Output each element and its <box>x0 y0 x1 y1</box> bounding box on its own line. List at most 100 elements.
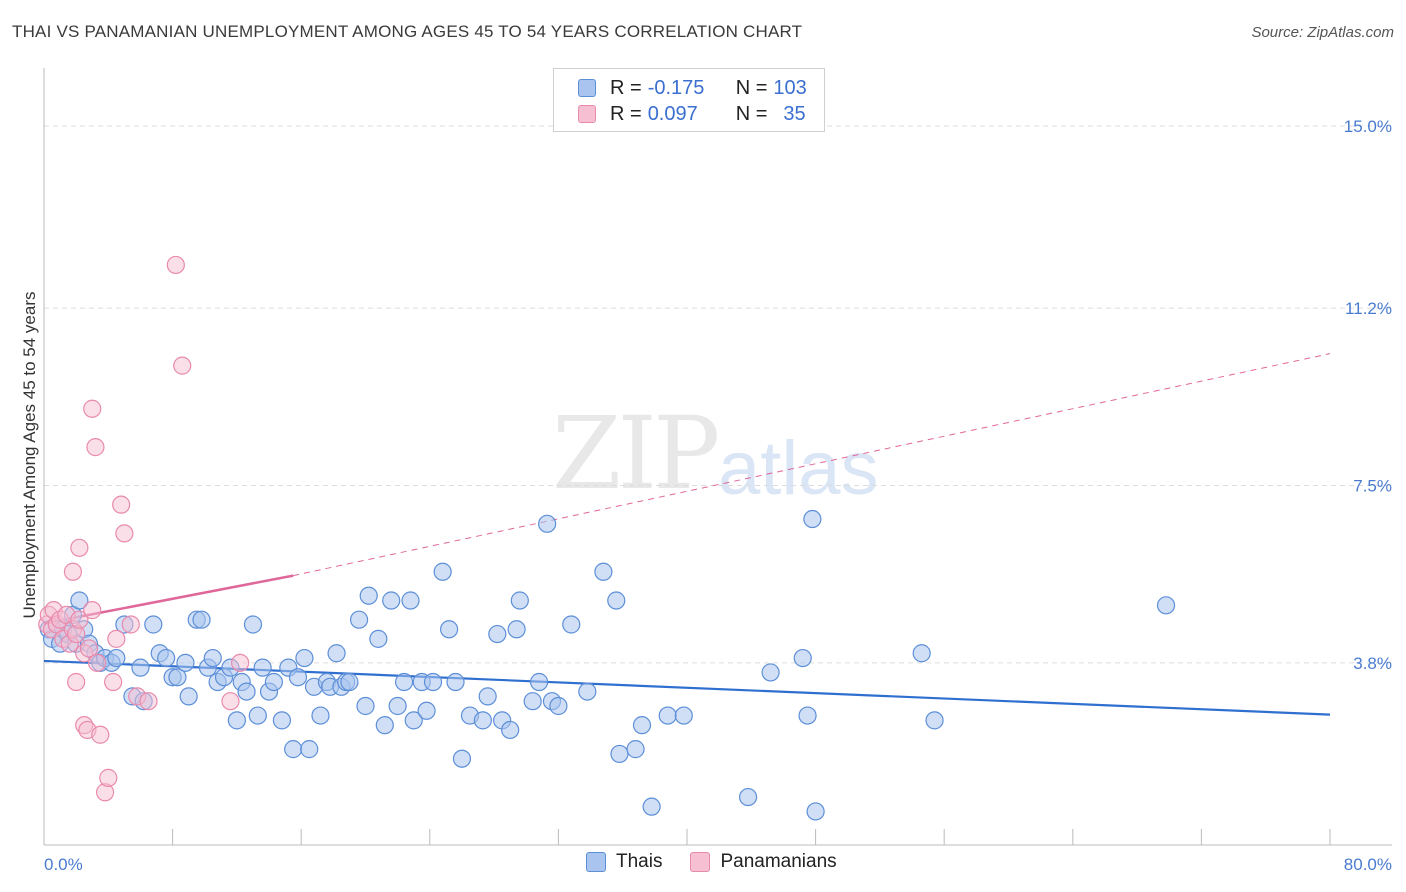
legend-n-label: N = <box>735 102 768 125</box>
thais-point <box>295 648 314 668</box>
panamanians-point <box>70 610 89 629</box>
y-tick-label: 7.5% <box>1353 476 1392 495</box>
thais-point <box>253 658 272 677</box>
thais-point <box>288 668 308 687</box>
chart-title: THAI VS PANAMANIAN UNEMPLOYMENT AMONG AG… <box>12 22 803 41</box>
thais-point <box>388 696 407 716</box>
thais-point <box>417 701 436 720</box>
thais-point <box>912 644 931 663</box>
thais-point <box>227 711 246 730</box>
thais-point <box>488 624 507 644</box>
legend-r-value: -0.175 <box>647 76 705 99</box>
panamanians-point <box>112 495 131 514</box>
grid-lines <box>44 125 1392 664</box>
source-label: Source: ZipAtlas.com <box>1251 24 1394 41</box>
panamanians-point <box>70 538 89 557</box>
thais-point <box>70 591 89 610</box>
thais-point <box>144 615 163 634</box>
thais-point <box>243 615 263 634</box>
watermark-atlas: atlas <box>718 426 879 511</box>
thais-point <box>168 668 187 687</box>
panamanians-point <box>86 438 105 457</box>
thais-point <box>369 629 388 648</box>
y-tick-label: 11.2% <box>1345 299 1392 318</box>
thais-point <box>179 687 198 706</box>
panamanians-swatch <box>690 852 711 872</box>
thais-point <box>674 706 693 725</box>
thais-point <box>157 648 176 668</box>
stats-legend: R = -0.175 N = 103 R = 0.097 N = 35 <box>553 68 825 132</box>
thais-point <box>738 787 758 807</box>
thais-point <box>300 740 319 759</box>
x-tick-label: 80.0% <box>1344 855 1392 874</box>
legend-item-thais[interactable]: Thais <box>586 851 662 873</box>
legend-row-panamanians: R = 0.097 N = 35 <box>578 102 806 126</box>
panamanians-point <box>83 601 102 620</box>
thais-point <box>340 672 359 692</box>
thais-point <box>439 620 459 639</box>
thais-point <box>394 672 414 692</box>
legend-r-label: R = <box>610 102 642 125</box>
thais-point <box>356 696 375 716</box>
thais-point <box>264 672 283 692</box>
thais-point <box>793 648 812 668</box>
thais-point <box>1156 596 1176 615</box>
y-tick-label: 15.0% <box>1344 117 1392 136</box>
thais-point <box>382 591 401 610</box>
thais-point <box>549 696 568 716</box>
panamanians-point <box>67 672 86 692</box>
thais-point <box>761 663 780 682</box>
legend-n-label: N = <box>735 76 768 99</box>
panamanians-point <box>104 672 123 692</box>
thais-point <box>284 740 303 759</box>
legend-item-panamanians[interactable]: Panamanians <box>690 851 837 873</box>
thais-swatch <box>578 79 596 97</box>
thais-point <box>404 711 423 730</box>
legend-label: Thais <box>616 851 663 872</box>
thais-point <box>473 711 492 730</box>
legend-row-thais: R = -0.175 N = 103 <box>578 76 807 100</box>
series-legend: Thais Panamanians <box>586 851 865 873</box>
thais-point <box>327 644 346 663</box>
thais-point <box>925 711 944 730</box>
thais-point <box>538 514 557 533</box>
axes <box>43 68 1392 846</box>
thais-point <box>626 740 645 759</box>
panamanians-trend-dashed <box>293 353 1331 577</box>
panamanians-point <box>91 725 110 744</box>
thais-point <box>510 591 529 610</box>
panamanians-point <box>221 692 240 711</box>
thais-point <box>107 648 126 668</box>
panamanians-point <box>79 639 99 658</box>
thais-point <box>446 672 465 692</box>
panamanians-point <box>63 562 83 581</box>
thais-point <box>803 509 822 529</box>
panamanians-point <box>107 629 126 648</box>
series-panamanians <box>38 255 250 802</box>
panamanians-point <box>83 399 102 418</box>
legend-r-value: 0.097 <box>647 102 698 125</box>
thais-point <box>530 672 549 692</box>
legend-n-value: 35 <box>783 102 806 125</box>
thais-swatch <box>586 852 606 872</box>
thais-point <box>131 658 150 677</box>
thais-point <box>401 591 420 610</box>
thais-point <box>452 749 472 768</box>
panamanians-point <box>121 615 140 634</box>
thais-point <box>507 620 526 639</box>
thais-point <box>594 562 613 581</box>
thais-point <box>642 797 661 816</box>
thais-point <box>562 615 581 634</box>
panamanians-point <box>115 524 134 543</box>
panamanians-point <box>139 692 158 711</box>
y-tick-label: 3.8% <box>1353 654 1392 673</box>
thais-point <box>610 744 629 764</box>
thais-point <box>423 672 443 692</box>
thais-point <box>203 648 222 668</box>
thais-point <box>478 687 497 706</box>
thais-point <box>578 682 597 701</box>
thais-point <box>806 802 825 821</box>
thais-point <box>176 653 195 672</box>
thais-point <box>248 706 267 725</box>
